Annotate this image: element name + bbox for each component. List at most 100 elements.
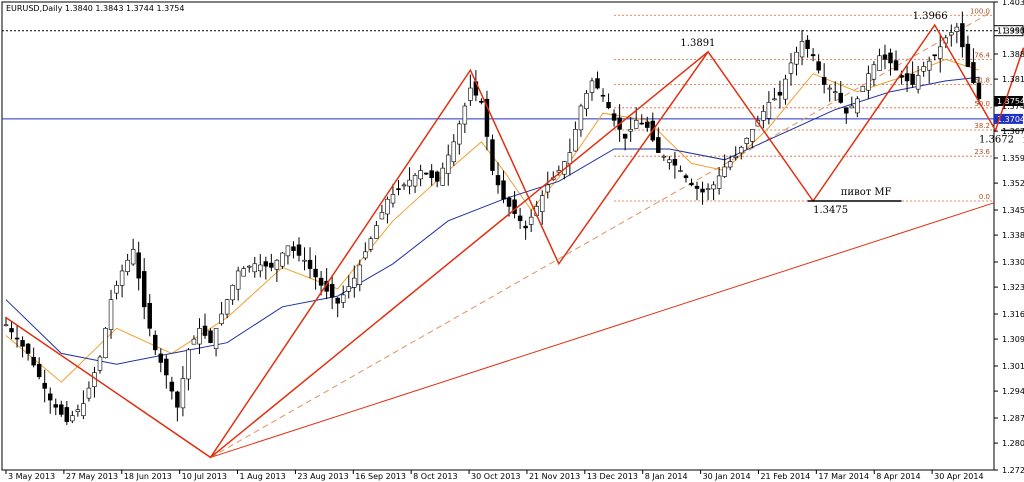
candle-body — [821, 76, 827, 85]
y-tick-label: 1.3090 — [1002, 335, 1024, 344]
candle-body — [949, 32, 954, 36]
y-tick-label: 1.3740 — [1002, 102, 1024, 111]
candle-body — [269, 262, 274, 268]
x-tick-label: 8 Jan 2014 — [645, 472, 688, 481]
candle-body — [97, 356, 103, 371]
fib-level-label: 61.8 — [974, 76, 990, 84]
x-tick-label: 10 Jul 2013 — [182, 472, 227, 481]
trend-lines — [210, 12, 995, 458]
candle-body — [119, 270, 125, 286]
candle-body — [766, 102, 772, 119]
candle-body — [379, 212, 385, 220]
candle-body — [440, 167, 445, 186]
x-tick-label: 21 Feb 2014 — [760, 472, 810, 481]
candle-body — [523, 225, 528, 229]
candle-body — [501, 180, 506, 200]
candle-body — [694, 185, 700, 189]
y-tick-label: 1.3525 — [1002, 179, 1024, 188]
candle-body — [838, 92, 843, 103]
candle-body — [468, 87, 473, 101]
candle-body — [490, 139, 495, 171]
candle-body — [938, 46, 943, 59]
candle-body — [313, 268, 318, 278]
candle-body — [412, 175, 418, 187]
candle-body — [114, 285, 119, 294]
candle-body — [252, 263, 257, 273]
candle-body — [689, 182, 694, 186]
pivot-price-tag-box — [994, 113, 1023, 124]
candle-body — [457, 123, 462, 145]
candle-body — [186, 349, 191, 380]
candle-body — [921, 66, 926, 72]
candle-body — [904, 73, 910, 82]
candle-body — [910, 73, 915, 85]
candle-body — [31, 356, 36, 366]
candle-body — [357, 264, 363, 285]
candle-body — [893, 60, 899, 71]
candle-body — [59, 404, 64, 415]
zigzag-channel-line — [210, 51, 709, 459]
candle-body — [871, 64, 877, 80]
candle-body — [346, 286, 351, 292]
candle-body — [180, 378, 186, 409]
y-tick-label: 1.3305 — [1002, 258, 1024, 267]
candle-body — [9, 328, 14, 333]
long-trend-line — [210, 202, 995, 458]
x-tick-label: 13 Dec 2013 — [587, 472, 638, 481]
candle-body — [230, 285, 235, 301]
candle-body — [274, 259, 280, 270]
candle-body — [335, 297, 340, 304]
candle-body — [849, 105, 855, 109]
candle-body — [247, 265, 252, 268]
candle-body — [744, 137, 749, 144]
candle-body — [423, 172, 429, 175]
candles — [3, 11, 982, 425]
candle-body — [202, 325, 208, 336]
candle-body — [517, 215, 523, 222]
candle-body — [235, 270, 241, 290]
candle-body — [258, 264, 263, 272]
candle-body — [130, 249, 136, 265]
candle-body — [484, 98, 490, 137]
pivot-mf-label: пивот MF — [841, 187, 892, 198]
candle-body — [589, 80, 595, 93]
candle-body — [954, 26, 960, 32]
candle-body — [761, 111, 766, 121]
x-tick-label: 23 Aug 2013 — [297, 472, 348, 481]
candle-body — [462, 105, 468, 125]
candle-body — [976, 82, 982, 100]
chart-title: EURUSD,Daily 1.3840 1.3843 1.3744 1.3754 — [6, 4, 185, 13]
candle-body — [539, 195, 545, 212]
candle-body — [141, 271, 147, 308]
candle-body — [727, 161, 733, 168]
candle-body — [750, 129, 755, 142]
current-price-tag: 1.3754 — [997, 97, 1024, 106]
candle-body — [495, 175, 501, 186]
pivot-price-tag: 1.3704 — [997, 115, 1024, 124]
candle-body — [224, 299, 230, 315]
candle-body — [451, 141, 457, 163]
candle-body — [291, 246, 296, 251]
candle-body — [81, 403, 86, 416]
candle-body — [213, 328, 219, 349]
plot-frame — [1, 1, 995, 471]
candle-body — [401, 184, 407, 187]
candle-body — [888, 52, 893, 64]
candle-body — [827, 87, 832, 90]
fib-level-label: 23.6 — [974, 148, 990, 156]
candle-body — [645, 121, 650, 128]
candle-body — [656, 137, 661, 153]
candle-body — [777, 91, 783, 96]
y-tick-label: 1.2725 — [1002, 466, 1024, 475]
x-tick-label: 30 Apr 2014 — [934, 472, 983, 481]
x-tick-label: 21 Nov 2013 — [529, 472, 580, 481]
swing-label: 1.3475 — [813, 205, 848, 216]
candle-body — [302, 259, 307, 262]
x-tick-label: 27 May 2013 — [66, 472, 118, 481]
candle-body — [799, 41, 805, 58]
candle-body — [434, 171, 440, 182]
candle-body — [418, 170, 423, 180]
